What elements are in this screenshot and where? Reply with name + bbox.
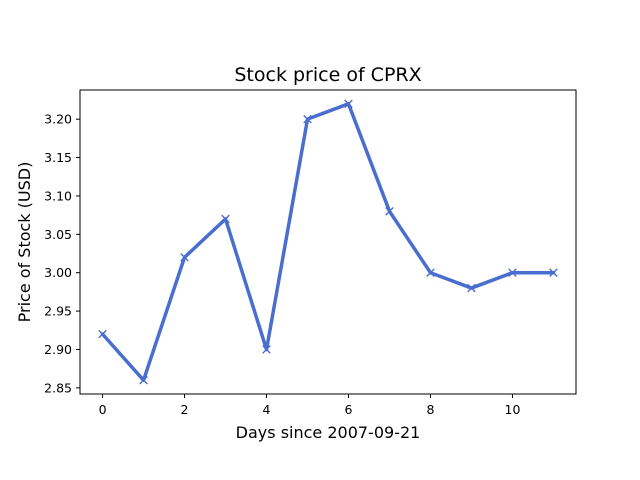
data-point-marker [139, 375, 148, 385]
data-point-marker [303, 114, 312, 124]
y-axis: 2.85 2.90 2.95 3.00 3.05 3.10 3.15 3.20 [44, 112, 80, 395]
data-point-marker [426, 268, 435, 278]
y-tick-label: 2.90 [44, 342, 72, 357]
data-point-marker [221, 214, 230, 224]
plot-area [79, 89, 577, 395]
data-point-marker [467, 283, 476, 293]
y-tick-label: 3.00 [44, 265, 72, 280]
price-series-markers [98, 99, 558, 385]
x-tick-label: 2 [181, 402, 189, 417]
data-point-marker [385, 206, 394, 216]
chart-title: Stock price of CPRX [234, 64, 421, 86]
data-point-marker [344, 99, 353, 109]
price-series-line [100, 102, 556, 382]
y-tick-label: 3.20 [44, 112, 72, 127]
y-tick-label: 3.10 [44, 188, 72, 203]
y-tick-label: 2.95 [44, 304, 72, 319]
x-axis-label: Days since 2007-09-21 [236, 423, 421, 442]
x-axis: 0 2 4 6 8 10 [99, 394, 521, 417]
x-tick-label: 6 [345, 402, 353, 417]
x-tick-label: 4 [263, 402, 271, 417]
x-tick-label: 10 [505, 402, 521, 417]
x-tick-label: 0 [99, 402, 107, 417]
data-point-marker [508, 268, 517, 278]
data-point-marker [262, 345, 271, 354]
y-axis-label: Price of Stock (USD) [15, 162, 34, 323]
x-tick-label: 8 [427, 402, 435, 417]
y-tick-label: 3.05 [44, 227, 72, 242]
y-tick-label: 2.85 [44, 380, 72, 395]
data-point-marker [549, 268, 558, 278]
data-point-marker [98, 329, 107, 339]
data-point-marker [180, 253, 189, 262]
y-tick-label: 3.15 [44, 150, 72, 165]
